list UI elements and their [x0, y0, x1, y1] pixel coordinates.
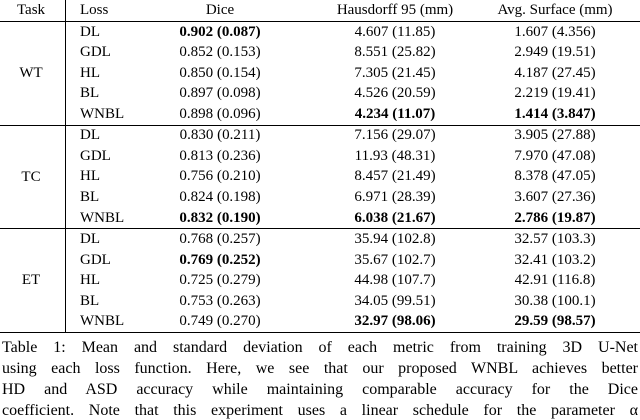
caption-line: Table 1: Mean and standard deviation of … — [2, 339, 638, 356]
metric-cell: 0.830 (0.211) — [179, 127, 261, 144]
metric-cell: 0.824 (0.198) — [179, 189, 261, 205]
metric-cell: 7.156 (29.07) — [354, 127, 436, 144]
column-rule — [65, 0, 66, 332]
loss-label: BL — [80, 292, 100, 309]
metric-cell: 0.832 (0.190) — [179, 209, 261, 226]
caption-line: HD and ASD accuracy while maintaining co… — [2, 381, 638, 398]
rule — [0, 228, 640, 230]
header-cell: Dice — [205, 2, 235, 18]
metric-cell: 30.38 (100.1) — [514, 292, 596, 309]
rule — [0, 124, 640, 126]
metric-cell: 0.902 (0.087) — [179, 23, 261, 40]
metric-cell: 2.949 (19.51) — [514, 44, 596, 61]
loss-label: DL — [80, 23, 100, 40]
loss-label: WNBL — [80, 105, 125, 122]
loss-label: BL — [80, 85, 100, 102]
metric-cell: 0.852 (0.153) — [179, 44, 261, 61]
loss-label: WNBL — [80, 209, 125, 226]
metric-cell: 0.768 (0.257) — [179, 230, 261, 247]
metric-cell: 8.457 (21.49) — [354, 168, 436, 185]
rule — [0, 332, 640, 334]
task-label: TC — [21, 168, 41, 185]
metric-cell: 0.850 (0.154) — [179, 64, 261, 81]
metric-cell: 2.219 (19.41) — [514, 85, 596, 102]
metric-cell: 42.91 (116.8) — [514, 272, 596, 289]
metric-cell: 34.05 (99.51) — [354, 292, 436, 309]
metric-cell: 8.378 (47.05) — [514, 168, 596, 185]
metric-cell: 0.769 (0.252) — [179, 251, 261, 268]
metric-cell: 35.67 (102.7) — [354, 251, 436, 268]
metric-cell: 32.97 (98.06) — [354, 313, 436, 330]
header-cell: Hausdorff 95 (mm) — [336, 2, 454, 18]
metric-cell: 1.607 (4.356) — [514, 23, 596, 40]
metric-cell: 7.970 (47.08) — [514, 147, 596, 164]
loss-label: GDL — [80, 147, 111, 164]
metric-cell: 29.59 (98.57) — [514, 313, 596, 330]
metric-cell: 0.749 (0.270) — [179, 313, 261, 330]
metric-cell: 2.786 (19.87) — [514, 209, 596, 226]
metric-cell: 4.187 (27.45) — [514, 64, 596, 81]
metric-cell: 7.305 (21.45) — [354, 64, 436, 81]
metric-cell: 0.813 (0.236) — [179, 147, 261, 164]
metric-cell: 32.57 (103.3) — [514, 230, 596, 247]
metric-cell: 6.971 (28.39) — [354, 189, 436, 205]
loss-label: BL — [80, 189, 100, 205]
loss-label: GDL — [80, 251, 111, 268]
metric-cell: 8.551 (25.82) — [354, 44, 436, 61]
loss-label: HL — [80, 272, 100, 289]
loss-label: HL — [80, 168, 100, 185]
metric-cell: 35.94 (102.8) — [354, 230, 436, 247]
metric-cell: 4.526 (20.59) — [354, 85, 436, 102]
metric-cell: 44.98 (107.7) — [354, 272, 436, 289]
header-cell: Avg. Surface (mm) — [497, 2, 613, 18]
metric-cell: 0.753 (0.263) — [179, 292, 261, 309]
metric-cell: 11.93 (48.31) — [354, 147, 436, 164]
header-cell: Loss — [80, 2, 109, 18]
metric-cell: 1.414 (3.847) — [514, 105, 596, 122]
metric-cell: 0.756 (0.210) — [179, 168, 261, 185]
metric-cell: 4.234 (11.07) — [354, 105, 436, 122]
task-label: ET — [21, 272, 41, 289]
loss-label: DL — [80, 230, 100, 247]
task-label: WT — [19, 65, 43, 81]
rule — [0, 21, 640, 22]
loss-label: HL — [80, 64, 100, 81]
loss-label: DL — [80, 127, 100, 144]
metric-cell: 3.607 (27.36) — [514, 189, 596, 205]
loss-label: GDL — [80, 44, 111, 61]
metric-cell: 0.898 (0.096) — [179, 105, 261, 122]
metric-cell: 4.607 (11.85) — [354, 23, 436, 40]
metric-cell: 3.905 (27.88) — [514, 127, 596, 144]
metric-cell: 0.725 (0.279) — [179, 272, 261, 289]
header-cell: Task — [16, 2, 46, 18]
loss-label: WNBL — [80, 313, 125, 330]
metric-cell: 6.038 (21.67) — [354, 209, 436, 226]
metric-cell: 0.897 (0.098) — [179, 85, 261, 102]
caption-line: using each loss function. Here, we see t… — [2, 360, 638, 377]
caption-line: coefficient. Note that this experiment u… — [2, 402, 638, 419]
metric-cell: 32.41 (103.2) — [514, 251, 596, 268]
